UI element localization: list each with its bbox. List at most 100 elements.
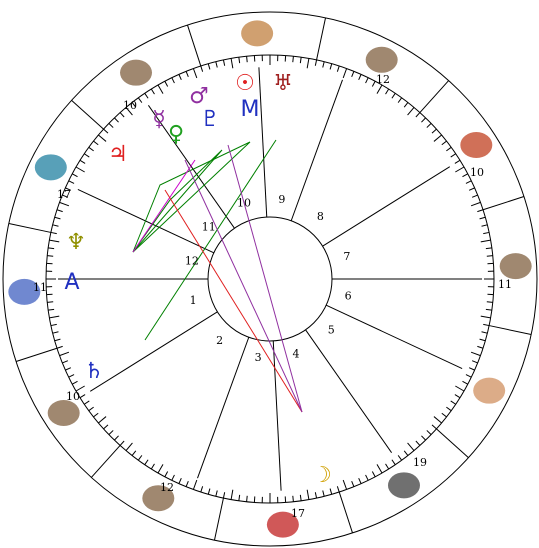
tick	[222, 492, 226, 499]
tick	[329, 488, 333, 495]
tick	[178, 74, 182, 81]
house-number: 12	[185, 255, 199, 268]
tick	[93, 412, 99, 418]
sign-boundary	[8, 222, 51, 233]
tick	[462, 173, 469, 178]
tick	[421, 435, 426, 441]
tick	[351, 480, 355, 487]
house-number: 7	[343, 250, 350, 263]
tick	[59, 351, 70, 357]
planet-glyph: M	[241, 97, 260, 122]
planet-glyph: ☿	[152, 107, 166, 132]
cusp-degree: 12	[160, 481, 174, 494]
tick	[84, 153, 90, 158]
tick	[71, 173, 78, 178]
house-cusp	[325, 304, 463, 370]
tick	[50, 231, 57, 235]
tick	[371, 80, 376, 87]
house-number: 4	[293, 348, 300, 361]
tick	[336, 65, 340, 72]
zodiac-icon	[473, 377, 506, 404]
tick	[79, 394, 86, 399]
tick	[230, 489, 234, 500]
house-cusp	[272, 340, 282, 491]
tick	[49, 315, 60, 319]
tick	[483, 231, 490, 235]
aspect	[132, 141, 251, 253]
house-cusp	[290, 79, 343, 221]
tick	[114, 435, 119, 441]
tick	[103, 128, 109, 134]
tick	[137, 455, 143, 461]
house-number: 11	[202, 221, 216, 234]
tick	[52, 224, 59, 227]
cusp-degree: 10	[66, 390, 80, 403]
tick	[351, 71, 355, 78]
tick	[470, 201, 481, 207]
zodiac-icon	[266, 511, 299, 538]
tick	[407, 107, 415, 116]
tick	[481, 331, 488, 334]
tick	[306, 58, 310, 69]
cusp-degree: 12	[376, 73, 390, 86]
tick	[468, 367, 475, 371]
aspect-lines	[132, 139, 303, 413]
cusp-degree: 19	[413, 456, 427, 469]
tick	[144, 459, 149, 465]
tick	[371, 471, 376, 478]
tick	[365, 474, 369, 481]
tick	[314, 492, 318, 499]
tick	[200, 486, 204, 493]
tick	[485, 247, 492, 250]
tick	[376, 84, 383, 94]
tick	[246, 56, 248, 63]
tick	[391, 459, 396, 465]
tick	[470, 351, 481, 357]
tick	[164, 80, 169, 87]
tick	[314, 59, 318, 66]
tick	[329, 63, 333, 70]
tick	[150, 88, 155, 95]
planet-glyph: ♄	[84, 359, 104, 384]
tick	[385, 463, 390, 470]
tick	[342, 68, 348, 79]
tick	[455, 385, 465, 392]
tick	[397, 455, 403, 461]
house-cusp	[258, 67, 268, 218]
zodiac-icon	[499, 253, 532, 280]
tick	[431, 128, 437, 134]
tick	[131, 450, 137, 456]
tick	[322, 61, 325, 68]
tick	[481, 224, 488, 227]
tick	[103, 424, 109, 430]
tick	[441, 412, 447, 418]
tick	[426, 430, 432, 435]
tick	[47, 255, 54, 257]
tick	[415, 440, 421, 446]
tick	[98, 416, 107, 424]
sign-boundary	[419, 80, 450, 113]
tick	[431, 424, 437, 430]
tick	[50, 323, 57, 327]
tick	[178, 477, 182, 484]
tick	[403, 102, 409, 108]
tick	[59, 201, 70, 207]
aspect	[184, 159, 303, 413]
tick	[454, 159, 461, 164]
cusp-degree: 17	[57, 188, 71, 201]
tick	[48, 308, 55, 311]
tick	[52, 331, 59, 334]
tick	[486, 301, 493, 303]
tick	[480, 239, 491, 243]
tick	[137, 97, 143, 103]
tick	[200, 65, 204, 72]
tick	[479, 338, 486, 342]
tick	[365, 77, 369, 84]
tick	[207, 488, 211, 495]
tick	[192, 68, 198, 79]
tick	[306, 489, 310, 500]
tick	[322, 490, 325, 497]
tick	[62, 360, 69, 364]
tick	[68, 374, 75, 378]
tick	[450, 153, 456, 158]
